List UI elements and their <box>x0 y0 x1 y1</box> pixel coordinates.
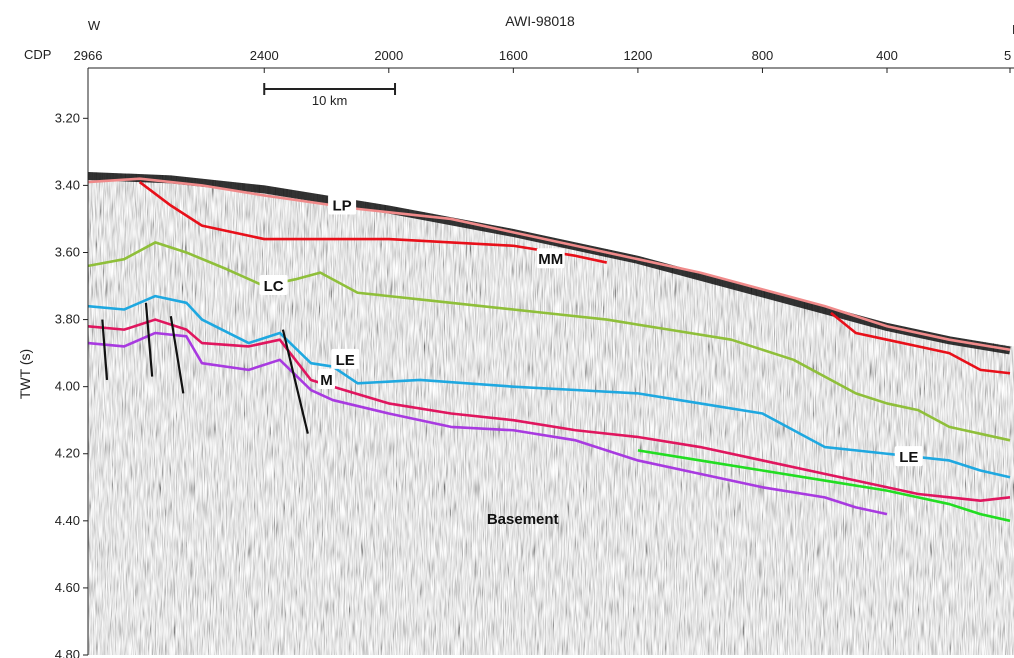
y-tick-label: 4.60 <box>55 580 80 595</box>
plot-area <box>88 68 1014 655</box>
y-tick-label: 3.60 <box>55 244 80 259</box>
horizon-line <box>637 449 1011 523</box>
x-tick-label: 400 <box>876 48 898 63</box>
fault-line <box>101 319 109 381</box>
horizon-line <box>88 331 888 516</box>
x-tick-label: 2400 <box>250 48 279 63</box>
horizon-label-bg <box>259 275 288 296</box>
horizon-label: MM <box>538 251 563 268</box>
west-label: W <box>88 18 101 33</box>
scale-bar: 10 km <box>263 83 397 108</box>
horizon-label-bg <box>331 348 360 369</box>
fault-line <box>281 329 309 434</box>
horizon-label: LP <box>333 198 352 215</box>
y-ticks: 3.20 3.40 3.60 3.80 4.00 4.20 4.40 4.60 4.80 <box>55 110 88 658</box>
horizons <box>88 171 1011 523</box>
y-tick-label: 4.00 <box>55 379 80 394</box>
y-tick-label: 4.20 <box>55 446 80 461</box>
horizon-label: LE <box>336 352 355 369</box>
x-tick-label: 1600 <box>499 48 528 63</box>
y-tick-label: 3.80 <box>55 312 80 327</box>
east-label: E <box>1012 22 1014 37</box>
x-axis-name: CDP <box>24 47 51 62</box>
scale-bar-label: 10 km <box>312 93 347 108</box>
horizon-label-bg <box>318 368 336 389</box>
horizon-label: LE <box>899 449 918 466</box>
basement-label: Basement <box>487 511 559 528</box>
y-axis-label: TWT (s) <box>17 349 33 399</box>
horizon-label: M <box>320 372 333 389</box>
y-tick-label: 3.20 <box>55 110 80 125</box>
x-tick-label: 2966 <box>74 48 103 63</box>
horizon-line <box>88 177 1011 352</box>
x-tick-label: 5 <box>1004 48 1011 63</box>
horizon-line <box>88 318 1011 503</box>
horizon-line <box>88 241 1011 442</box>
horizon-label: LC <box>264 278 284 295</box>
x-tick-label: 800 <box>752 48 774 63</box>
horizon-label-bg <box>328 194 357 215</box>
fault-line <box>169 316 185 394</box>
x-ticks: 2966 2400 2000 1600 1200 800 400 5 <box>74 48 1011 73</box>
chart-title: AWI-98018 <box>505 13 575 29</box>
y-tick-label: 4.40 <box>55 513 80 528</box>
y-tick-label: 3.40 <box>55 177 80 192</box>
x-tick-label: 1200 <box>623 48 652 63</box>
y-tick-label: 4.80 <box>55 647 80 658</box>
horizon-label-bg <box>536 248 565 269</box>
faults <box>101 302 309 434</box>
horizon-line <box>830 311 1011 375</box>
x-tick-label: 2000 <box>374 48 403 63</box>
horizon-line <box>88 294 1011 479</box>
water-column <box>88 68 1014 347</box>
fault-line <box>144 302 154 377</box>
horizon-label-bg <box>894 446 923 467</box>
